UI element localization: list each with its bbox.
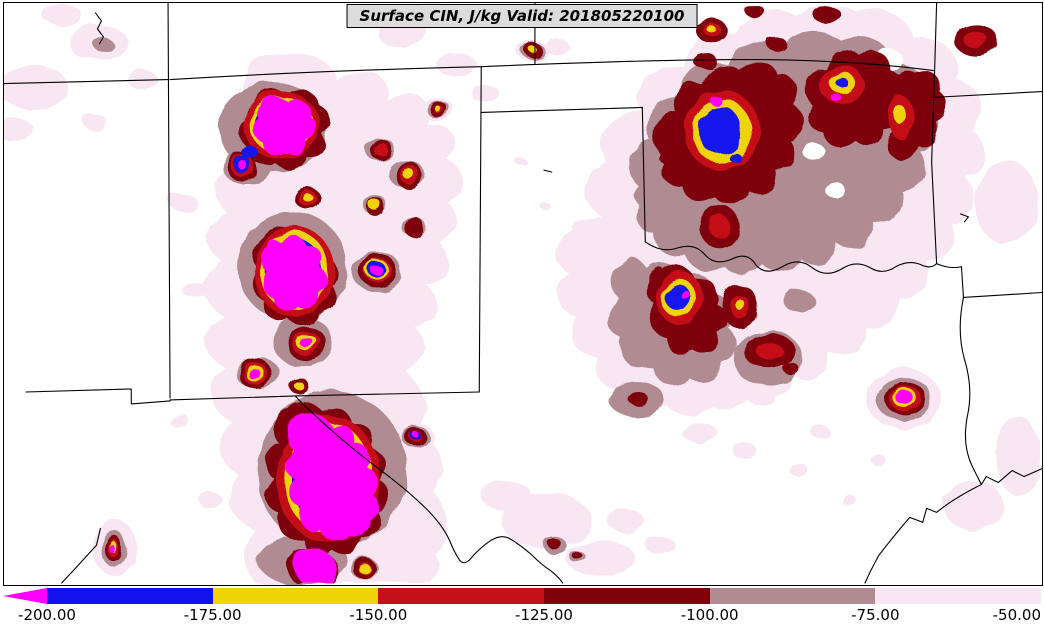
border-mo-ar (931, 90, 1042, 99)
border-tx-panhandle-east (641, 106, 646, 243)
state-boundaries (4, 3, 1042, 584)
border-az-mexico (25, 388, 171, 405)
rio-grande (294, 395, 564, 584)
lake-powell (94, 12, 104, 45)
colorbar-extend-arrow (3, 588, 47, 604)
border-az-ut (4, 79, 169, 85)
border-tx-ar (936, 263, 965, 299)
colorbar-segment (47, 588, 213, 604)
border-ok-panhandle (480, 106, 643, 113)
border-ks-mo (934, 3, 938, 72)
map-svg (4, 3, 1042, 585)
border-la-ar (962, 291, 1042, 299)
colorbar-segment (378, 588, 545, 604)
cin-map (3, 2, 1043, 586)
colorbar-tick-label: -150.00 (349, 606, 408, 624)
colorbar-tick-label: -75.00 (851, 606, 900, 624)
fill-layer-magenta (110, 94, 913, 584)
colorbar-tick-label: -175.00 (183, 606, 242, 624)
border-sonora-chihuahua (61, 527, 101, 584)
colorbar-segment (875, 588, 1042, 604)
border-az-nm (167, 3, 171, 399)
border-37n (169, 58, 936, 81)
colorbar (3, 588, 1042, 604)
gulf-coast (864, 468, 1042, 584)
colorbar-segment (544, 588, 710, 604)
colorbar-tick-label: -125.00 (515, 606, 573, 624)
colorbar-tick-label: -200.00 (18, 606, 76, 624)
cin-fill-layers (4, 3, 1041, 585)
colorbar-segment (212, 588, 379, 604)
small-lake-1 (543, 169, 553, 173)
small-lake-2 (959, 213, 969, 223)
map-title: Surface CIN, J/kg Valid: 201805220100 (346, 4, 698, 28)
border-tx-la (959, 296, 982, 486)
map-title-text: Surface CIN, J/kg Valid: 201805220100 (359, 7, 685, 25)
border-nm-tx (478, 66, 482, 393)
colorbar-tick-label: -50.00 (992, 606, 1041, 624)
colorbar-ticks: -200.00 -175.00 -150.00 -125.00 -100.00 -75.0… (3, 606, 1041, 628)
colorbar-tick-label: -100.00 (680, 606, 739, 624)
colorbar-segment (709, 588, 876, 604)
red-river (644, 241, 938, 274)
border-ok-ar (931, 70, 938, 265)
